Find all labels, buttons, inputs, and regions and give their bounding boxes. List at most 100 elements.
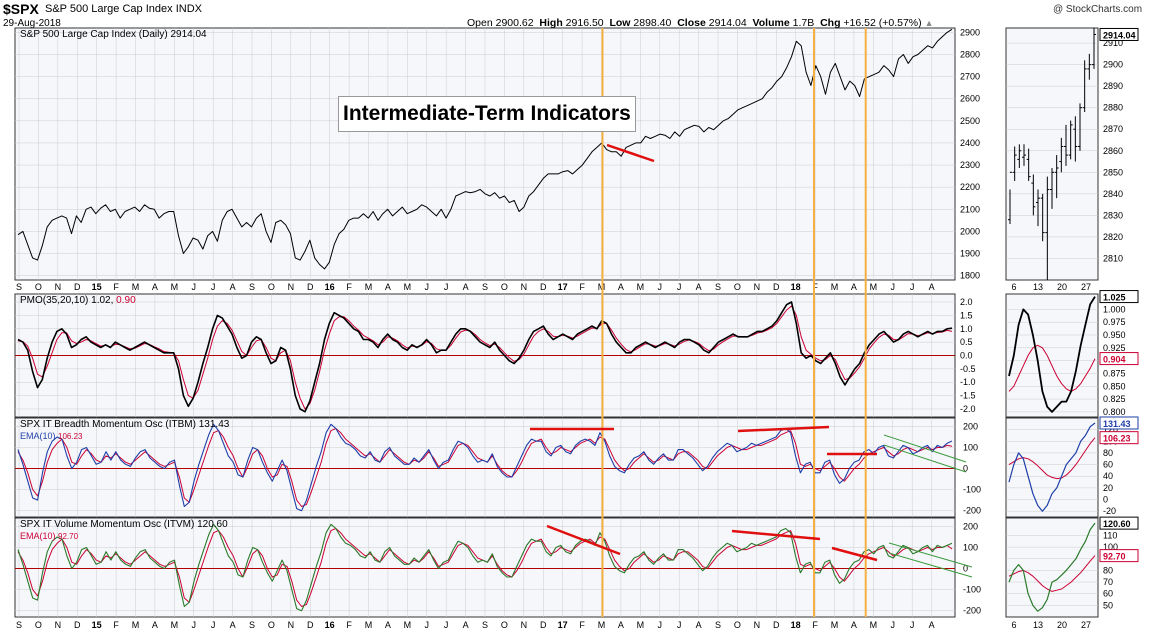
zoom-price-panel bbox=[1005, 27, 1099, 281]
ohlc-bar bbox=[1087, 53, 1092, 80]
price-panel-title: S&P 500 Large Cap Index (Daily) 2914.04 bbox=[20, 29, 207, 40]
zoom-x-label-bottom: 20 bbox=[1057, 620, 1067, 630]
x-axis-label-bottom: F bbox=[346, 620, 352, 630]
zoom-pmo-y-tick-label: 0.975 bbox=[1103, 317, 1126, 327]
zoom-x-label: 20 bbox=[1057, 282, 1067, 292]
price-y-tick-label: 2900 bbox=[960, 27, 980, 37]
zoom-price-y-tick-label: 2830 bbox=[1103, 210, 1123, 220]
itbm-green-channel-lower bbox=[883, 444, 967, 473]
zoom-price-last-value: 2914.04 bbox=[1103, 30, 1136, 40]
zoom-itbm-y-tick-label: 80 bbox=[1103, 448, 1113, 458]
x-axis-label-bottom: J bbox=[910, 620, 915, 630]
x-axis-label: O bbox=[35, 282, 42, 292]
ohlc-bar bbox=[1064, 124, 1068, 166]
x-axis-label-bottom: M bbox=[870, 620, 878, 630]
low-value: 2898.40 bbox=[633, 17, 672, 29]
zoom-pmo-signal-last-value: 0.904 bbox=[1103, 355, 1126, 365]
itbm-legend-swatch: EMA(10) bbox=[20, 431, 56, 441]
zoom-itvm-line bbox=[1008, 522, 1096, 612]
itvm-y-tick-label: 0 bbox=[963, 564, 968, 574]
zoom-price-y-tick-label: 2840 bbox=[1103, 189, 1123, 199]
zoom-itbm-y-tick-label: 20 bbox=[1103, 483, 1113, 493]
chg-label: Chg bbox=[820, 17, 841, 29]
open-value: 2900.62 bbox=[495, 17, 534, 29]
x-axis-label-bottom: A bbox=[851, 620, 857, 630]
ohlc-bar bbox=[1059, 137, 1064, 173]
zoom-itbm-panel bbox=[1005, 417, 1099, 518]
price-y-tick-label: 2100 bbox=[960, 204, 980, 214]
x-axis-label-bottom: O bbox=[501, 620, 508, 630]
x-axis-label: S bbox=[715, 282, 721, 292]
itvm-y-tick-label: 200 bbox=[963, 521, 978, 531]
zoom-pmo-y-tick-label: 0.825 bbox=[1103, 394, 1126, 404]
x-axis-label-bottom: N bbox=[55, 620, 62, 630]
x-axis-label-bottom: S bbox=[482, 620, 488, 630]
zoom-pmo-last-value: 1.025 bbox=[1103, 293, 1126, 303]
ohlc-bar bbox=[1050, 168, 1054, 209]
x-axis-label-bottom: J bbox=[677, 620, 682, 630]
itvm-green-channel bbox=[888, 542, 973, 568]
x-axis-label: N bbox=[754, 282, 761, 292]
zoom-itbm-y-tick-label: 60 bbox=[1103, 460, 1113, 470]
zoom-itvm-y-tick-label: 110 bbox=[1103, 530, 1117, 540]
x-axis-label: A bbox=[618, 282, 624, 292]
x-axis-label: A bbox=[463, 282, 469, 292]
x-axis-label-bottom: J bbox=[211, 620, 216, 630]
x-axis-label: J bbox=[891, 282, 896, 292]
ohlc-bar bbox=[1022, 144, 1026, 166]
up-arrow-icon: ▲ bbox=[924, 18, 934, 28]
itvm-y-tick-label: 100 bbox=[963, 542, 978, 552]
zoom-itbm-y-tick-label: -20 bbox=[1103, 506, 1116, 516]
x-axis-label-bottom: J bbox=[192, 620, 197, 630]
x-axis-label: M bbox=[365, 282, 373, 292]
x-axis-label-bottom: N bbox=[521, 620, 528, 630]
zoom-price-y-tick-label: 2910 bbox=[1103, 38, 1123, 48]
x-axis-label: 17 bbox=[558, 282, 568, 292]
pmo-y-tick-label: -1.5 bbox=[960, 391, 976, 401]
x-axis-label: A bbox=[230, 282, 236, 292]
x-axis-label: D bbox=[307, 282, 314, 292]
price-series-line bbox=[17, 28, 953, 270]
x-axis-label: O bbox=[501, 282, 508, 292]
zoom-itbm-ema-last-value-box bbox=[1099, 431, 1139, 445]
x-axis-label-bottom: S bbox=[249, 620, 255, 630]
itvm-panel-title: SPX IT Volume Momentum Osc (ITVM) 120.60 bbox=[20, 519, 228, 530]
zoom-pmo-y-tick-label: 1.000 bbox=[1103, 304, 1126, 314]
price-trend-line bbox=[606, 143, 655, 163]
x-axis-label: 18 bbox=[791, 282, 801, 292]
price-y-tick-label: 2200 bbox=[960, 182, 980, 192]
zoom-itvm-ema-last-value: 92.70 bbox=[1103, 552, 1126, 562]
x-axis-label: A bbox=[385, 282, 391, 292]
itvm-y-tick-label: -100 bbox=[963, 585, 981, 595]
price-y-tick-label: 1900 bbox=[960, 248, 980, 258]
x-axis-label: M bbox=[870, 282, 878, 292]
ohlc-bar bbox=[1012, 146, 1017, 181]
x-axis-label-bottom: A bbox=[385, 620, 391, 630]
x-axis-label: F bbox=[579, 282, 585, 292]
ohlc-bar bbox=[1078, 103, 1082, 151]
x-axis-label: D bbox=[773, 282, 780, 292]
zoom-itbm-last-value-box bbox=[1099, 416, 1139, 430]
zoom-pmo-signal-line bbox=[1008, 344, 1096, 392]
zoom-x-label-bottom: 6 bbox=[1011, 620, 1016, 630]
itvm-y-tick-label: -200 bbox=[963, 606, 981, 616]
stockcharts-credit: @ StockCharts.com bbox=[1053, 4, 1143, 15]
x-axis-label: J bbox=[425, 282, 430, 292]
x-axis-label-bottom: M bbox=[637, 620, 645, 630]
ohlc-bar bbox=[1045, 176, 1050, 280]
x-axis-label: S bbox=[482, 282, 488, 292]
x-axis-label: M bbox=[171, 282, 179, 292]
itvm-ema-value: 92.70 bbox=[58, 532, 79, 541]
x-axis-label-bottom: 16 bbox=[325, 620, 335, 630]
zoom-itvm-y-tick-label: 50 bbox=[1103, 600, 1113, 610]
x-axis-label: O bbox=[268, 282, 275, 292]
x-axis-label: J bbox=[658, 282, 663, 292]
itvm-legend-label: EMA(10) bbox=[20, 531, 56, 541]
ohlc-bar bbox=[1073, 116, 1078, 162]
x-axis-label-bottom: F bbox=[812, 620, 818, 630]
zoom-itvm-y-tick-label: 70 bbox=[1103, 577, 1113, 587]
x-axis-label: F bbox=[812, 282, 818, 292]
x-axis-label-bottom: M bbox=[171, 620, 179, 630]
ohlc-bar bbox=[1082, 60, 1087, 112]
